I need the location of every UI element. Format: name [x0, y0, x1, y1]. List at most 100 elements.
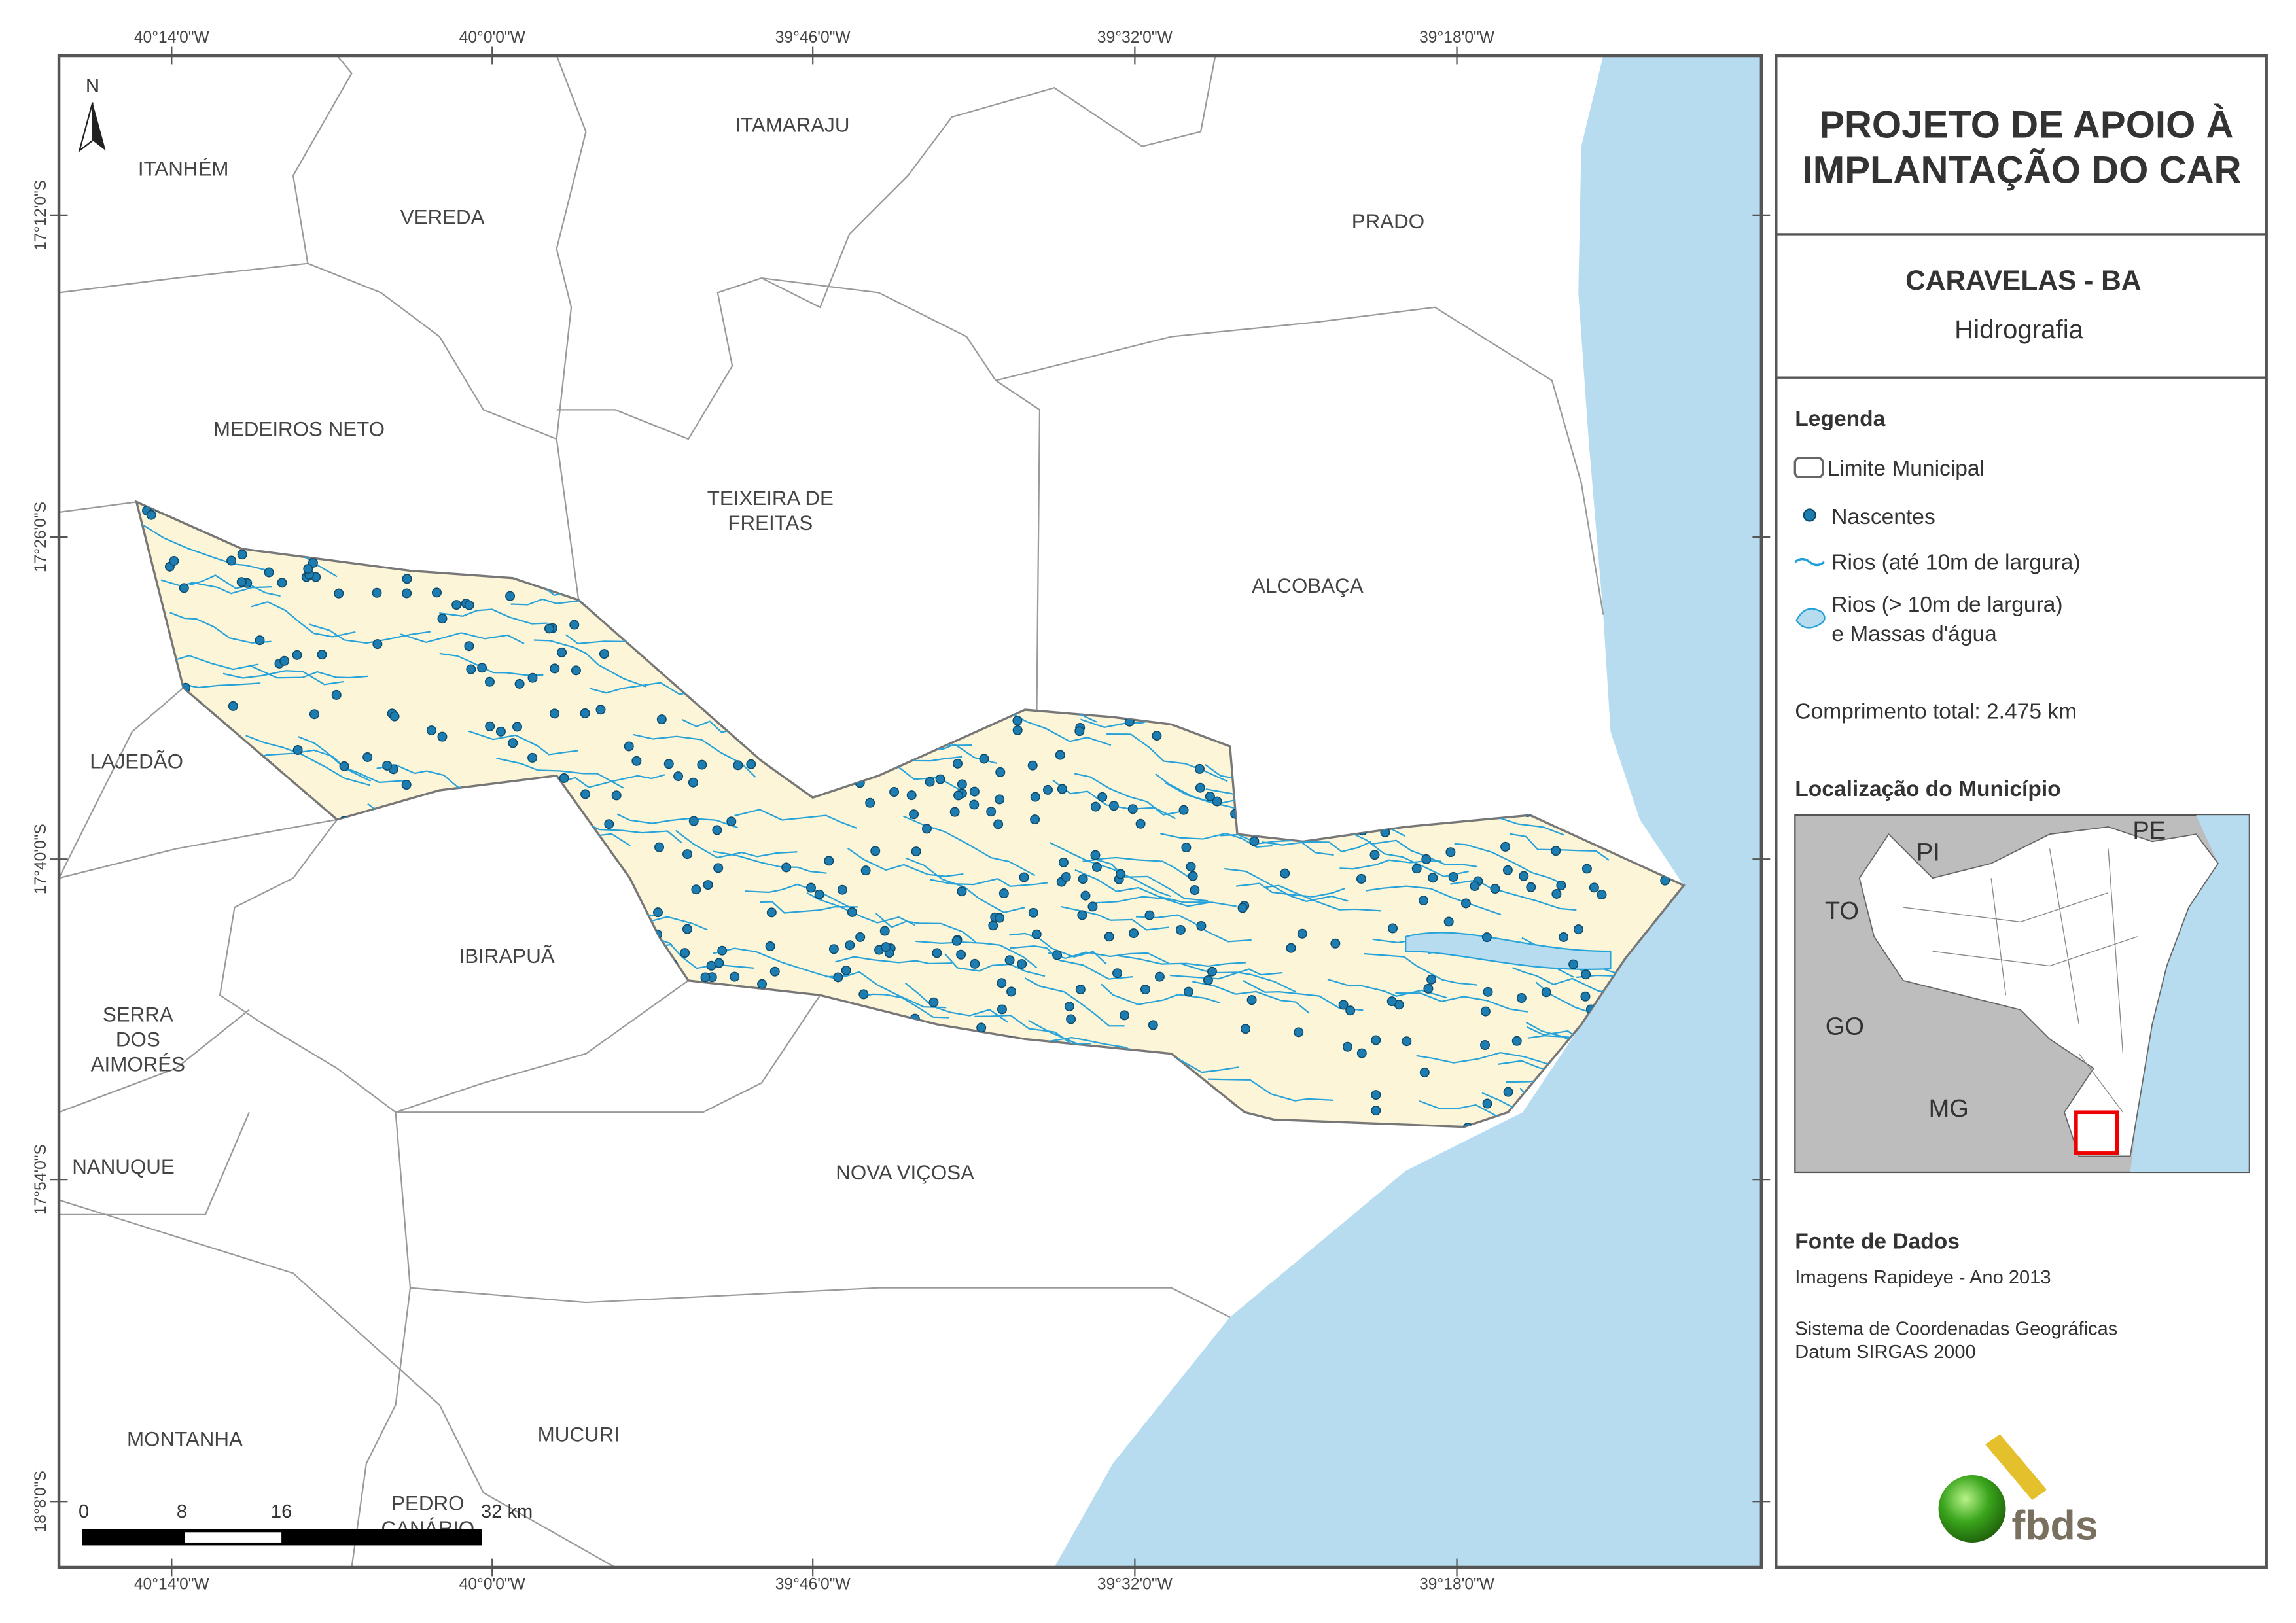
spring	[1371, 1106, 1381, 1116]
inset-label: PE	[2132, 817, 2166, 845]
side-panel: PROJETO DE APOIO À IMPLANTAÇÃO DO CAR CA…	[1775, 54, 2268, 1569]
inset-sea	[2130, 815, 2249, 1172]
spring	[921, 824, 932, 834]
river	[1351, 832, 1469, 878]
spring	[691, 884, 701, 895]
spring	[1411, 864, 1422, 874]
coord-label: 39°32'0"W	[1097, 29, 1173, 46]
river	[905, 857, 1025, 914]
spring	[979, 754, 989, 764]
river	[1169, 968, 1283, 980]
spring	[1589, 882, 1599, 893]
river	[1454, 843, 1562, 884]
spring	[169, 556, 179, 566]
spring	[1090, 801, 1101, 812]
river	[847, 847, 964, 877]
river	[1512, 967, 1621, 996]
municipal-boundaries	[59, 56, 1604, 1567]
spring	[1423, 983, 1434, 994]
spring	[1077, 910, 1087, 920]
sea	[1054, 56, 1761, 1567]
spring	[1511, 1036, 1522, 1046]
spring	[611, 790, 622, 801]
river	[1049, 841, 1171, 898]
spring	[1580, 991, 1591, 1002]
spring	[1144, 910, 1155, 920]
spring	[925, 777, 935, 787]
spring	[781, 862, 792, 873]
inset-highlight	[2074, 1110, 2119, 1155]
spring	[604, 819, 614, 829]
spring	[1031, 929, 1042, 939]
spring	[806, 882, 817, 893]
river	[439, 652, 544, 676]
river	[1094, 896, 1237, 907]
spring	[527, 672, 538, 683]
municipality: CARAVELAS - BA	[1905, 266, 2141, 296]
spring	[1419, 1067, 1430, 1077]
spring	[766, 907, 777, 918]
place-label: MEDEIROS NETO	[213, 418, 385, 441]
spring	[714, 958, 724, 968]
spring	[1057, 784, 1067, 794]
spring	[402, 588, 412, 599]
spring	[1297, 928, 1307, 939]
spring	[1500, 841, 1511, 852]
river	[760, 901, 858, 914]
spring	[426, 725, 436, 736]
river	[1327, 979, 1448, 999]
inset-label: GO	[1826, 1013, 1864, 1041]
spring	[841, 965, 851, 975]
spring	[1371, 1035, 1381, 1045]
scale-bar: 0 8 16 32 km	[79, 1501, 533, 1546]
place-label: PEDRO	[391, 1492, 464, 1515]
coord-label: 17°40'0"S	[32, 824, 50, 894]
spring	[957, 779, 967, 790]
scale-label: 0	[79, 1501, 89, 1522]
spring	[712, 825, 722, 835]
river	[1395, 992, 1528, 1013]
spring	[656, 714, 667, 725]
river	[1236, 882, 1345, 898]
river	[1074, 773, 1180, 816]
spring	[362, 752, 373, 762]
spring	[1516, 993, 1527, 1003]
spring	[1330, 938, 1341, 949]
spring	[505, 591, 516, 601]
spring	[1551, 846, 1561, 856]
spring	[544, 623, 554, 634]
river	[903, 815, 1036, 877]
scale-label: 16	[271, 1501, 292, 1522]
river	[835, 956, 952, 965]
spring	[1154, 971, 1165, 982]
spring	[814, 889, 824, 899]
spring	[1078, 874, 1088, 884]
river	[1243, 980, 1364, 1011]
spring	[1568, 959, 1579, 969]
spring	[1402, 1036, 1412, 1047]
spring	[1445, 847, 1456, 858]
spring	[956, 949, 966, 960]
spring	[909, 809, 919, 820]
logo: fbds	[1938, 1434, 2098, 1548]
spring	[976, 1022, 987, 1033]
place-label: NANUQUE	[72, 1155, 175, 1178]
legend-symbol	[1795, 608, 1826, 629]
place-label: AIMORÉS	[91, 1053, 185, 1076]
spring	[733, 760, 743, 771]
spring	[1207, 966, 1217, 977]
river	[1509, 833, 1610, 861]
spring	[1428, 873, 1438, 883]
river	[1364, 952, 1477, 986]
spring	[1519, 871, 1529, 881]
spring	[881, 942, 891, 952]
spring	[1087, 901, 1098, 912]
scale-label: 32 km	[481, 1501, 533, 1522]
spring	[998, 888, 1009, 899]
spring	[697, 759, 707, 770]
spring	[860, 865, 871, 876]
river	[1160, 832, 1273, 848]
spring	[1212, 796, 1222, 807]
spring	[1249, 836, 1260, 846]
spring	[833, 972, 843, 983]
